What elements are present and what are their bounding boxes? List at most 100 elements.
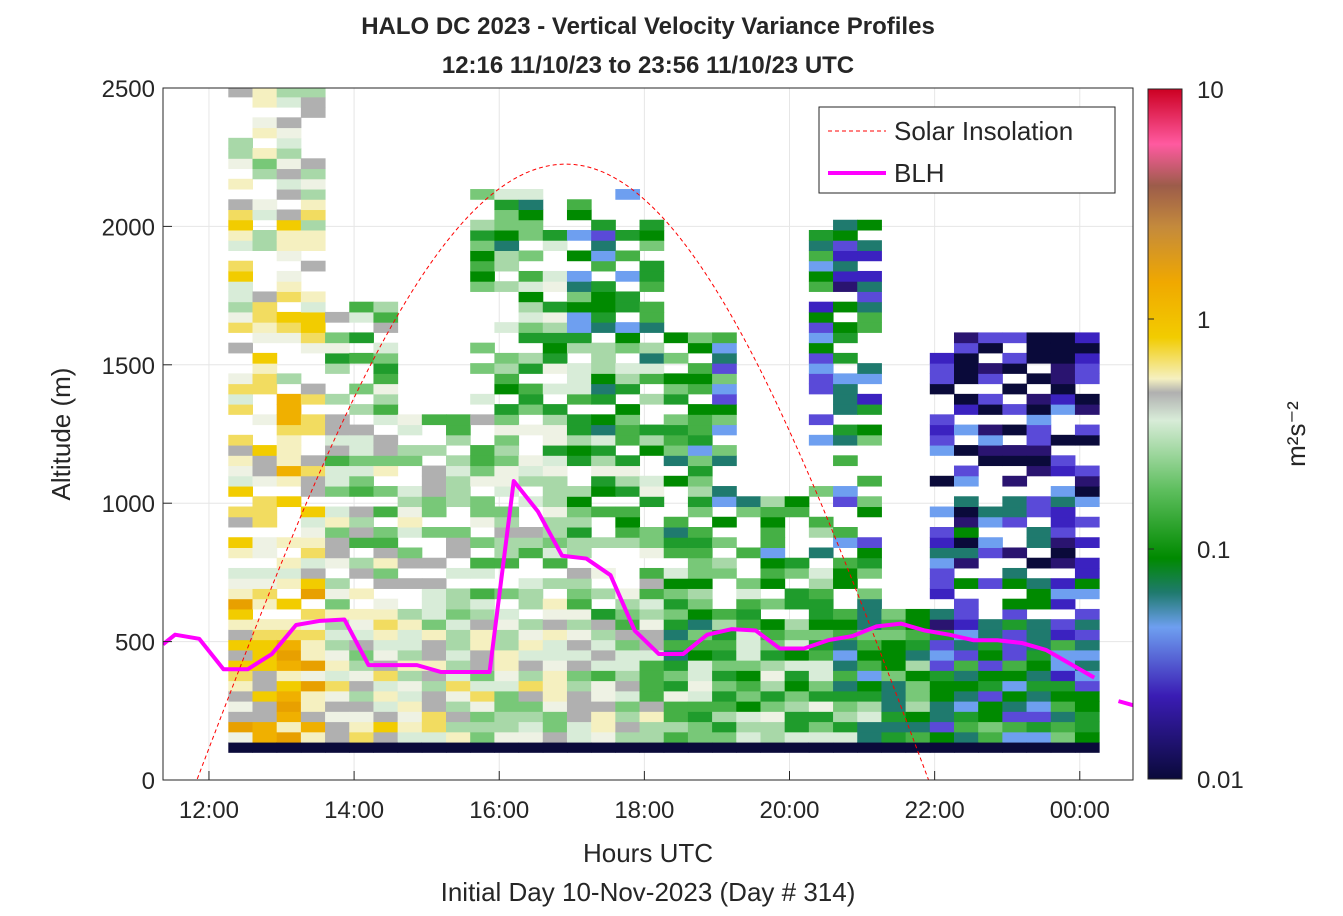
heatmap-cell [542,270,568,282]
heatmap-cell [252,148,278,159]
heatmap-cell [784,598,810,610]
heatmap-cell [929,567,955,579]
heatmap-cell [566,250,592,262]
heatmap-cell [784,742,810,753]
heatmap-cell [1050,383,1076,395]
heatmap-cell [300,527,326,538]
heatmap-cell [663,680,689,692]
x-tick-label: 18:00 [614,797,674,824]
heatmap-cell [687,567,713,579]
heatmap-cell [252,516,278,528]
heatmap-cell [325,445,350,456]
heatmap-cell [349,588,374,600]
heatmap-cell [1026,537,1052,548]
heatmap-cell [1026,332,1052,344]
heatmap-cell [712,332,737,344]
heatmap-cell [712,619,737,630]
heatmap-cell [373,455,399,467]
heatmap-cell [1050,496,1076,508]
heatmap-cell [591,475,616,487]
heatmap-cell [349,434,374,446]
heatmap-cell [228,639,254,651]
legend-blh-label: BLH [894,158,945,188]
heatmap-cell [1026,649,1052,661]
heatmap-cell [542,527,568,538]
heatmap-cell [542,301,568,313]
heatmap-cell [566,445,592,456]
heatmap-cell [1074,680,1100,692]
heatmap-cell [615,383,641,395]
heatmap-cell [228,434,254,446]
heatmap-cell [300,680,326,692]
heatmap-cell [470,189,495,200]
heatmap-cell [687,639,713,651]
heatmap-cell [494,209,520,221]
heatmap-cell [591,680,616,692]
heatmap-cell [833,680,858,692]
heatmap-cell [349,639,374,651]
heatmap-cell [978,690,1003,702]
heatmap-cell [687,363,713,374]
heatmap-cell [615,742,641,753]
heatmap-cell [252,291,278,303]
heatmap-cell [1050,465,1076,477]
heatmap-cell [833,660,858,671]
heatmap-cell [518,598,544,610]
heatmap-cell [566,690,592,702]
heatmap-cell [712,414,737,426]
heatmap-cell [228,608,254,620]
heatmap-cell [1074,404,1100,415]
heatmap-cell [470,701,495,712]
heatmap-cell [1026,496,1052,508]
heatmap-cell [397,690,423,702]
heatmap-cell [615,649,641,661]
heatmap-cell [228,445,254,456]
blh-line-segment [1117,699,1133,708]
heatmap-cell [1026,701,1052,712]
heatmap-cell [494,619,520,630]
heatmap-cell [446,547,471,559]
heatmap-cell [566,486,592,497]
heatmap-cell [518,219,544,231]
heatmap-cell [1074,608,1100,620]
heatmap-cell [857,404,882,415]
heatmap-cell [252,363,278,374]
heatmap-cell [712,445,737,456]
heatmap-cell [784,721,810,733]
heatmap-cell [518,301,544,313]
heatmap-cell [591,363,616,374]
heatmap-cell [929,742,955,753]
heatmap-cell [663,629,689,641]
heatmap-cell [542,680,568,692]
heatmap-cell [784,701,810,712]
heatmap-cell [325,486,350,497]
heatmap-cell [953,352,979,364]
heatmap-cell [252,506,278,518]
heatmap-cell [228,475,254,487]
heatmap-cell [1074,393,1100,405]
heatmap-cell [953,404,979,415]
heatmap-cell [446,711,471,723]
heatmap-cell [566,629,592,641]
heatmap-cell [228,178,254,190]
heatmap-cell [325,352,350,364]
heatmap-cell [953,578,979,589]
heatmap-cell [421,649,447,661]
heatmap-cell [615,301,641,313]
heatmap-cell [397,455,423,467]
heatmap-cell [276,742,302,753]
heatmap-cell [421,527,447,538]
heatmap-cell [1002,352,1028,364]
heatmap-cell [978,404,1003,415]
heatmap-cell [300,291,326,303]
heatmap-cell [446,424,471,436]
heatmap-cell [325,363,350,374]
legend-solar-label: Solar Insolation [894,116,1073,146]
heatmap-cell [252,690,278,702]
heatmap-cell [470,660,495,671]
heatmap-cell [566,578,592,589]
heatmap-cell [518,455,544,467]
heatmap-cell [953,701,979,712]
heatmap-cell [325,598,350,610]
heatmap-cell [857,393,882,405]
